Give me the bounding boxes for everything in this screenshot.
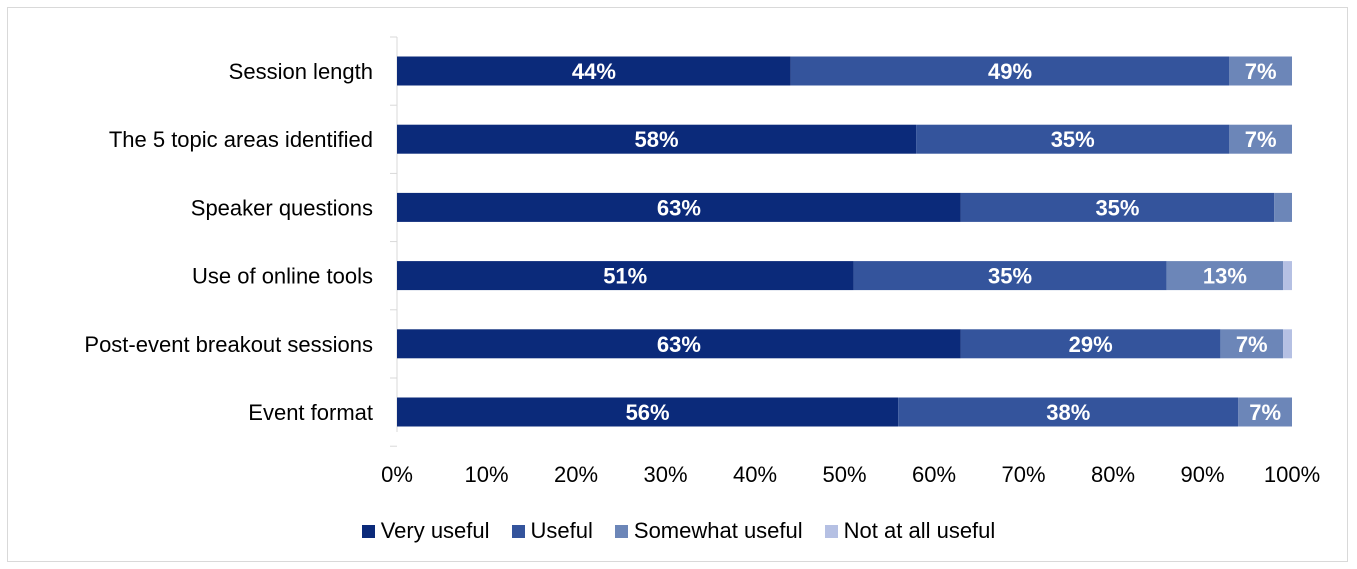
legend-item: Not at all useful [824, 518, 996, 544]
bar-segment [1283, 329, 1292, 359]
bar-segment [1238, 397, 1292, 427]
category-label: Event format [248, 400, 373, 425]
legend-label: Not at all useful [843, 518, 996, 543]
x-tick-label: 90% [1180, 462, 1224, 487]
bar-segment [397, 397, 899, 427]
legend-item: Somewhat useful [614, 518, 803, 544]
x-tick-label: 30% [643, 462, 687, 487]
category-label: Post-event breakout sessions [84, 332, 373, 357]
data-label: 35% [1051, 127, 1095, 152]
data-label: 38% [1046, 400, 1090, 425]
legend-swatch [614, 524, 628, 538]
data-label: 7% [1245, 127, 1277, 152]
legend-swatch [511, 524, 525, 538]
data-label: 51% [603, 264, 647, 289]
bar-segment [1166, 261, 1284, 291]
bar-segment [397, 192, 961, 222]
data-label: 7% [1236, 332, 1268, 357]
data-label: 35% [988, 264, 1032, 289]
legend-item: Useful [511, 518, 593, 544]
x-tick-label: 20% [554, 462, 598, 487]
bar-segment [960, 329, 1221, 359]
x-tick-label: 0% [381, 462, 413, 487]
data-label: 29% [1069, 332, 1113, 357]
bar-segment [397, 261, 854, 291]
x-tick-label: 70% [1001, 462, 1045, 487]
x-tick-label: 100% [1264, 462, 1320, 487]
data-label: 35% [1095, 195, 1139, 220]
x-tick-label: 40% [733, 462, 777, 487]
data-label: 58% [635, 127, 679, 152]
bar-segment [790, 56, 1230, 86]
category-label: Use of online tools [192, 264, 373, 289]
bar-segment [898, 397, 1239, 427]
bar-segment [397, 124, 917, 154]
bar-segment [1274, 192, 1292, 222]
legend-label: Useful [530, 518, 593, 543]
chart-legend: Very useful Useful Somewhat useful Not at a… [0, 518, 1357, 544]
bar-segment [916, 124, 1230, 154]
x-tick-label: 60% [912, 462, 956, 487]
x-tick-label: 10% [464, 462, 508, 487]
data-label: 13% [1203, 264, 1247, 289]
category-label: Speaker questions [191, 195, 373, 220]
bar-segment [1229, 56, 1292, 86]
bar-segment [960, 192, 1275, 222]
bar-segment [1229, 124, 1292, 154]
legend-swatch [824, 524, 838, 538]
legend-swatch [361, 524, 375, 538]
data-label: 7% [1249, 400, 1281, 425]
bar-segment [1283, 261, 1292, 291]
data-label: 7% [1245, 59, 1277, 84]
category-label: The 5 topic areas identified [109, 127, 373, 152]
data-label: 56% [626, 400, 670, 425]
data-label: 44% [572, 59, 616, 84]
legend-label: Somewhat useful [633, 518, 803, 543]
x-tick-label: 50% [822, 462, 866, 487]
bar-segment [853, 261, 1167, 291]
data-label: 63% [657, 195, 701, 220]
x-tick-label: 80% [1091, 462, 1135, 487]
category-label: Session length [229, 59, 373, 84]
data-label: 49% [988, 59, 1032, 84]
legend-item: Very useful [361, 518, 490, 544]
legend-label: Very useful [380, 518, 490, 543]
bar-segment [1220, 329, 1284, 359]
bar-segment [397, 329, 961, 359]
data-label: 63% [657, 332, 701, 357]
bar-segment [397, 56, 791, 86]
